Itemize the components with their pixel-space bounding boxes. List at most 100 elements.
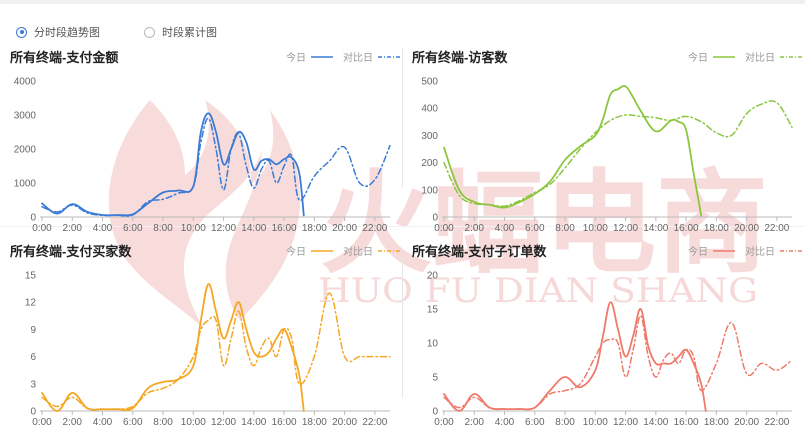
y-tick-label: 0 (432, 407, 438, 418)
y-tick-label: 200 (421, 158, 438, 169)
mode-option-label: 分时段趋势图 (34, 27, 100, 39)
series-line-compare[interactable] (443, 315, 793, 410)
y-tick-label: 400 (421, 104, 438, 115)
y-tick-label: 1000 (14, 179, 37, 190)
y-tick-label: 300 (421, 131, 438, 142)
series-line-compare[interactable] (443, 100, 793, 208)
y-tick-label: 9 (30, 325, 36, 336)
column-divider (402, 48, 403, 188)
series-line-today[interactable] (41, 283, 305, 412)
chart-paying-buyers: 所有终端-支付买家数 今日 对比日 0 3 6 9 12 15 0:00 2:00 4:00 6:00 8… (10, 241, 400, 431)
chart-legend: 今日 对比日 (678, 243, 802, 258)
legend-label: 今日 (286, 53, 306, 64)
series-line-today[interactable] (443, 85, 703, 217)
legend-label: 对比日 (343, 247, 373, 258)
chart-title: 所有终端-支付买家数 (10, 244, 132, 259)
x-tick-label: 0:00 (32, 223, 52, 233)
legend-line-swatch (378, 55, 400, 58)
chart-mode-switch: 分时段趋势图 时段累计图 (16, 22, 261, 42)
y-tick-label: 3000 (14, 111, 37, 122)
legend-line-swatch (780, 55, 802, 58)
legend-line-swatch (713, 55, 735, 58)
x-tick-label: 14:00 (241, 223, 266, 233)
legend-line-swatch (780, 249, 802, 252)
x-tick-label: 6:00 (123, 223, 143, 233)
legend-line-swatch (378, 249, 400, 252)
x-tick-label: 22:00 (764, 223, 789, 233)
radio-selected-icon (16, 26, 27, 38)
legend-label: 对比日 (343, 53, 373, 64)
y-tick-label: 12 (25, 298, 37, 309)
series-line-compare[interactable] (41, 292, 391, 411)
y-tick-label: 20 (427, 271, 439, 282)
x-tick-label: 10:00 (583, 223, 608, 233)
legend-item-compare[interactable]: 对比日 (745, 243, 802, 258)
x-tick-label: 14:00 (643, 223, 668, 233)
x-tick-label: 10:00 (181, 223, 206, 233)
legend-item-today[interactable]: 今日 (286, 243, 333, 258)
x-tick-label: 16:00 (674, 223, 699, 233)
legend-label: 今日 (688, 53, 708, 64)
legend-line-swatch (311, 55, 333, 58)
y-tick-label: 10 (427, 339, 439, 350)
legend-line-swatch (311, 249, 333, 252)
chart-title: 所有终端-支付子订单数 (412, 244, 547, 259)
chart-legend: 今日 对比日 (678, 49, 802, 64)
radio-empty-icon (144, 26, 155, 38)
y-tick-label: 6 (30, 352, 36, 363)
y-tick-label: 15 (25, 271, 37, 282)
y-tick-label: 0 (432, 213, 438, 224)
x-tick-label: 22:00 (362, 223, 387, 233)
x-tick-label: 20:00 (332, 223, 357, 233)
x-tick-label: 2:00 (465, 223, 485, 233)
x-tick-label: 4:00 (93, 223, 113, 233)
x-tick-label: 12:00 (211, 223, 236, 233)
x-tick-label: 8:00 (555, 223, 575, 233)
y-tick-label: 100 (421, 185, 438, 196)
x-tick-label: 0:00 (434, 223, 454, 233)
x-tick-label: 20:00 (734, 223, 759, 233)
x-tick-label: 18:00 (302, 223, 327, 233)
x-tick-label: 2:00 (63, 223, 83, 233)
mode-option-cumulative[interactable]: 时段累计图 (144, 24, 217, 40)
legend-label: 对比日 (745, 53, 775, 64)
legend-item-compare[interactable]: 对比日 (343, 243, 400, 258)
chart-legend: 今日 对比日 (276, 243, 400, 258)
y-tick-label: 0 (30, 213, 36, 224)
x-tick-label: 8:00 (153, 223, 173, 233)
chart-title: 所有终端-访客数 (412, 50, 508, 65)
series-line-today[interactable] (41, 112, 305, 217)
y-tick-label: 0 (30, 407, 36, 418)
legend-label: 今日 (286, 247, 306, 258)
y-tick-label: 5 (432, 373, 438, 384)
column-divider (402, 258, 403, 398)
legend-item-today[interactable]: 今日 (688, 49, 735, 64)
chart-visitors: 所有终端-访客数 今日 对比日 0 100 200 300 400 500 0:00 2:00 4:0… (412, 47, 802, 237)
chart-plot-area: 0 100 200 300 400 500 0:00 2:00 4:00 6:00 8:00 10:0… (421, 77, 793, 233)
y-tick-label: 2000 (14, 145, 37, 156)
chart-payment-amount: 所有终端-支付金额 今日 对比日 0 1000 2000 3000 4000 0:00 2:00 4… (10, 47, 400, 237)
x-tick-label: 18:00 (704, 223, 729, 233)
x-tick-label: 6:00 (525, 223, 545, 233)
chart-plot-area: 0 1000 2000 3000 4000 0:00 2:00 4:00 6:00 8:00 10:… (14, 77, 391, 233)
legend-item-today[interactable]: 今日 (688, 243, 735, 258)
legend-label: 对比日 (745, 247, 775, 258)
mode-option-label: 时段累计图 (162, 27, 217, 39)
legend-item-compare[interactable]: 对比日 (343, 49, 400, 64)
y-tick-label: 15 (427, 305, 439, 316)
x-tick-label: 4:00 (495, 223, 515, 233)
legend-label: 今日 (688, 247, 708, 258)
chart-title: 所有终端-支付金额 (10, 50, 119, 65)
mode-option-trend[interactable]: 分时段趋势图 (16, 24, 100, 40)
y-tick-label: 4000 (14, 77, 37, 88)
top-border (0, 0, 805, 4)
chart-legend: 今日 对比日 (276, 49, 400, 64)
legend-item-compare[interactable]: 对比日 (745, 49, 802, 64)
x-tick-label: 16:00 (272, 223, 297, 233)
legend-item-today[interactable]: 今日 (286, 49, 333, 64)
y-tick-label: 3 (30, 379, 36, 390)
series-line-compare[interactable] (41, 117, 391, 217)
chart-sub-orders: 所有终端-支付子订单数 今日 对比日 0 5 10 15 20 0:00 2:00 4:00 6:00… (412, 241, 802, 431)
